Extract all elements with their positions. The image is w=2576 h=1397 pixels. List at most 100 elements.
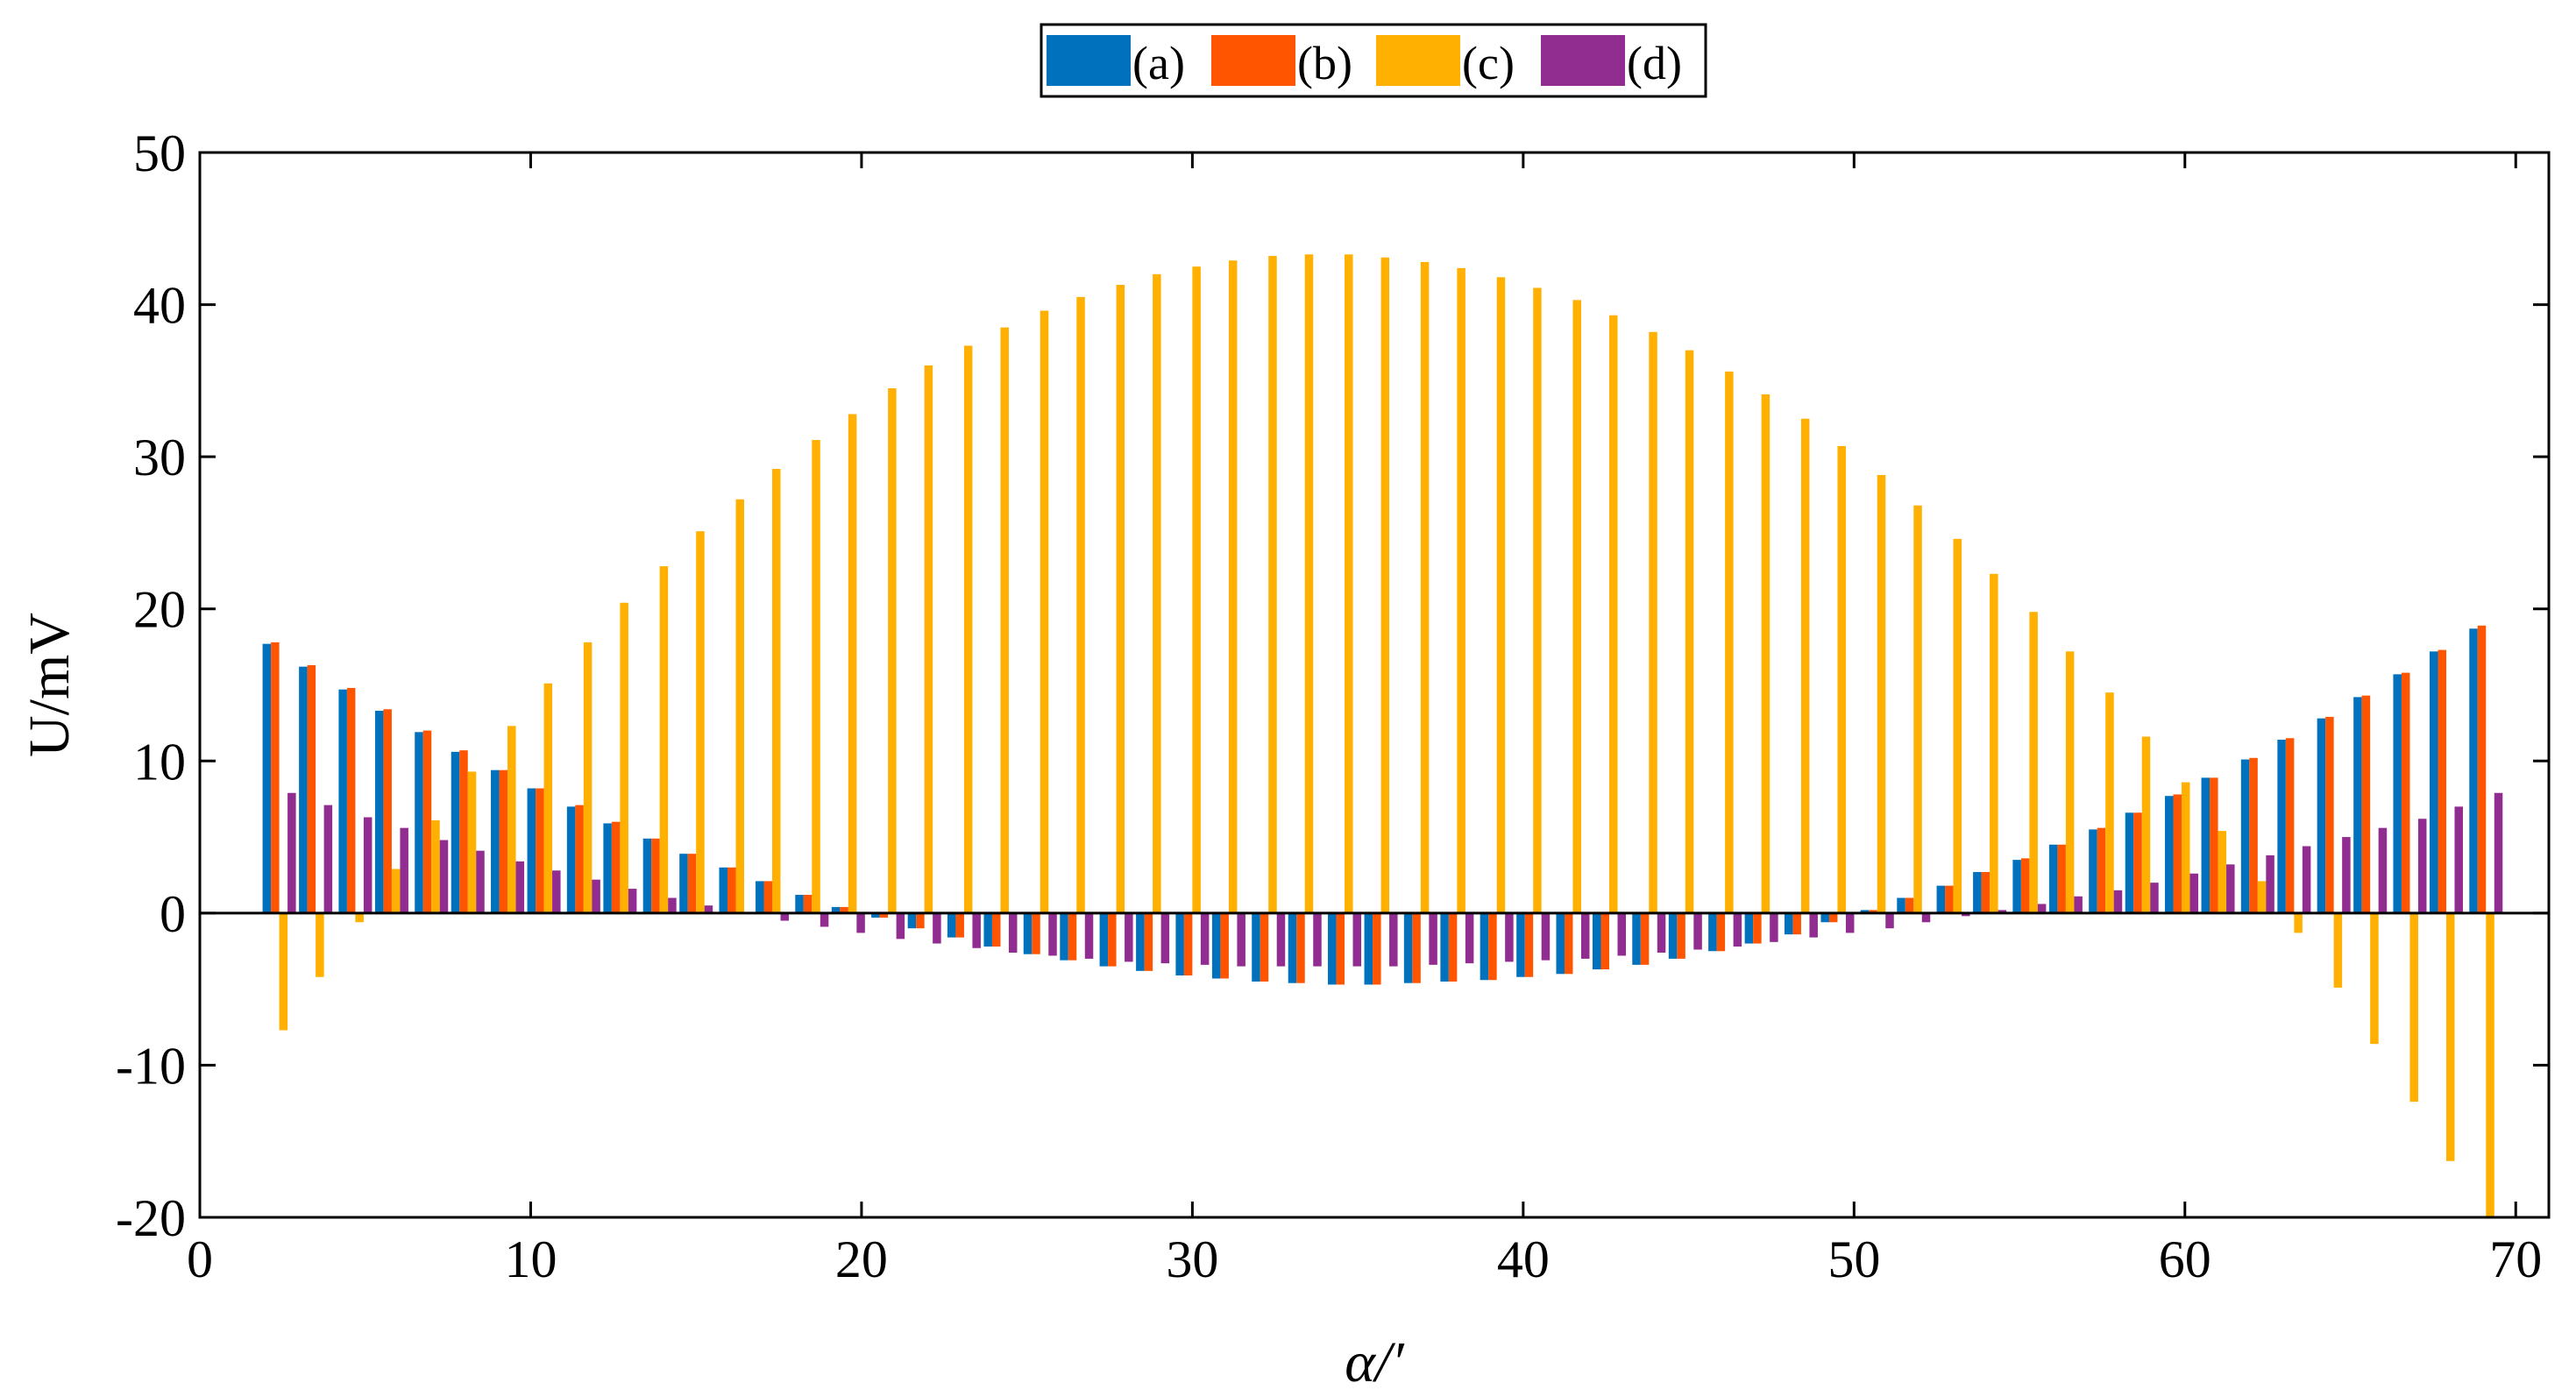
bar-a-6 <box>491 769 500 913</box>
bar-a-26 <box>1252 912 1260 982</box>
bar-b-39 <box>1753 912 1762 944</box>
bar-b-54 <box>2325 716 2334 913</box>
bar-d-40 <box>1809 912 1818 938</box>
bar-c-39 <box>1761 394 1771 913</box>
bar-d-18 <box>972 912 981 948</box>
bar-a-35 <box>1593 912 1601 970</box>
bar-a-2 <box>338 689 347 913</box>
bar-c-51 <box>2218 831 2227 913</box>
x-tick-label: 30 <box>1166 1230 1218 1288</box>
bar-b-46 <box>2020 858 2030 913</box>
bar-a-49 <box>2125 812 2134 913</box>
bar-b-30 <box>1412 912 1421 983</box>
bar-b-15 <box>840 906 848 913</box>
bar-b-25 <box>1220 912 1229 979</box>
bar-a-22 <box>1099 912 1109 967</box>
bar-c-49 <box>2141 736 2151 913</box>
bar-b-10 <box>651 838 660 913</box>
legend-swatch <box>1211 35 1295 86</box>
bars-layer <box>262 254 2503 1217</box>
bar-a-18 <box>947 912 956 938</box>
bar-b-12 <box>727 867 736 913</box>
bar-d-20 <box>1048 912 1057 956</box>
bar-c-4 <box>431 819 440 913</box>
bar-d-44 <box>1962 912 1970 917</box>
bar-d-10 <box>668 897 677 913</box>
bar-c-37 <box>1685 350 1694 913</box>
bar-b-18 <box>955 912 964 938</box>
bar-b-26 <box>1260 912 1269 982</box>
bar-d-42 <box>1885 912 1894 929</box>
bar-c-28 <box>1345 254 1353 913</box>
bar-b-6 <box>499 769 508 913</box>
y-tick-label: 50 <box>133 124 186 182</box>
bar-a-15 <box>831 906 841 913</box>
x-tick-label: 0 <box>187 1230 213 1288</box>
bar-a-38 <box>1708 912 1717 952</box>
bar-d-50 <box>2189 873 2199 913</box>
bar-d-19 <box>1008 912 1018 953</box>
bar-b-20 <box>1032 912 1040 954</box>
bar-a-24 <box>1175 912 1184 976</box>
bar-b-2 <box>346 687 356 913</box>
bar-d-57 <box>2454 806 2463 913</box>
bar-d-16 <box>896 912 905 940</box>
bar-a-40 <box>1784 912 1793 935</box>
bar-a-31 <box>1440 912 1449 982</box>
bar-a-17 <box>907 912 917 929</box>
bar-a-3 <box>374 711 384 913</box>
bar-d-39 <box>1770 912 1778 942</box>
bar-b-34 <box>1564 912 1573 975</box>
bar-a-46 <box>2012 860 2021 913</box>
bar-d-3 <box>400 827 408 913</box>
bar-c-53 <box>2294 912 2303 933</box>
x-tick-label: 40 <box>1497 1230 1550 1288</box>
bar-b-1 <box>307 664 316 913</box>
bar-d-27 <box>1313 912 1322 967</box>
bar-d-46 <box>2037 904 2047 913</box>
bar-d-4 <box>439 840 449 913</box>
bar-b-50 <box>2173 794 2182 913</box>
bar-d-51 <box>2226 864 2235 913</box>
bar-d-36 <box>1657 912 1666 953</box>
x-tick-label: 10 <box>504 1230 557 1288</box>
bar-c-31 <box>1457 267 1465 913</box>
bar-b-38 <box>1716 912 1726 952</box>
bar-a-25 <box>1211 912 1221 979</box>
bar-a-41 <box>1820 912 1829 923</box>
x-tick-label: 60 <box>2159 1230 2211 1288</box>
bar-d-22 <box>1125 912 1133 962</box>
bar-b-58 <box>2477 625 2487 913</box>
y-tick-label: 30 <box>133 429 186 486</box>
bar-d-0 <box>287 792 296 913</box>
bar-a-7 <box>527 788 536 913</box>
bar-c-8 <box>583 642 593 913</box>
bar-c-19 <box>1000 327 1009 913</box>
bar-d-35 <box>1617 912 1626 956</box>
bar-b-13 <box>763 881 773 913</box>
bar-c-20 <box>1040 310 1049 913</box>
bar-c-29 <box>1380 257 1390 913</box>
bar-c-56 <box>2409 912 2418 1103</box>
bar-b-14 <box>803 895 813 913</box>
bar-d-15 <box>856 912 865 933</box>
bar-b-23 <box>1144 912 1153 971</box>
bar-a-11 <box>679 854 688 913</box>
bar-b-27 <box>1296 912 1305 983</box>
bar-c-35 <box>1609 315 1618 913</box>
bar-c-3 <box>391 869 401 913</box>
bar-c-15 <box>848 414 857 913</box>
bar-a-56 <box>2393 674 2402 913</box>
bar-c-40 <box>1800 418 1810 913</box>
bar-a-52 <box>2240 759 2250 913</box>
y-axis-label: U/mV <box>18 613 82 757</box>
y-tick-label: 10 <box>133 733 186 791</box>
bar-c-22 <box>1116 285 1125 913</box>
bar-d-30 <box>1429 912 1437 965</box>
bar-b-41 <box>1828 912 1838 923</box>
bar-b-22 <box>1108 912 1117 967</box>
bar-a-10 <box>642 838 652 913</box>
bar-a-34 <box>1556 912 1565 975</box>
bar-c-5 <box>467 771 477 913</box>
bar-a-16 <box>871 912 880 918</box>
